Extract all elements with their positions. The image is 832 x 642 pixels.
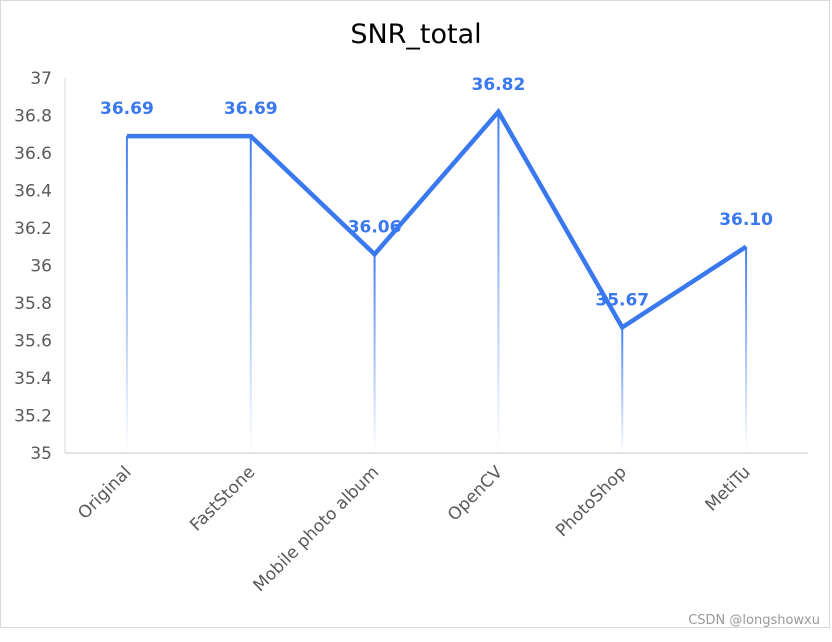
data-label: 36.69 <box>100 99 154 119</box>
data-label: 36.06 <box>348 217 402 237</box>
y-tick-label: 36.2 <box>14 219 52 239</box>
drop-lines <box>125 111 748 453</box>
drop-line <box>373 254 376 453</box>
x-tick-label: OpenCV <box>444 462 507 525</box>
watermark: CSDN @longshowxu <box>688 613 820 628</box>
y-tick-label: 37 <box>30 69 52 89</box>
data-label: 36.10 <box>719 210 773 230</box>
y-tick-label: 36.6 <box>14 144 52 164</box>
y-tick-label: 35.8 <box>14 294 52 314</box>
y-tick-label: 36.4 <box>14 182 52 202</box>
series-line-group <box>126 107 748 331</box>
drop-line <box>497 111 500 453</box>
chart-frame <box>0 0 830 628</box>
drop-line <box>249 136 252 453</box>
x-tick-label: Mobile photo album <box>250 462 384 596</box>
y-tick-label: 35 <box>30 444 52 464</box>
series-line <box>126 107 748 331</box>
y-axis: 35 35.2 35.4 35.6 35.8 36 36.2 36.4 36.6 36.8 37 <box>14 69 66 464</box>
data-label: 36.82 <box>472 75 526 95</box>
drop-line <box>745 246 748 453</box>
y-tick-label: 36 <box>30 257 52 277</box>
y-tick-label: 36.8 <box>14 107 52 127</box>
line-chart: SNR_total 35 35.2 35.4 35.6 35.8 36 36.2 36.4 36… <box>14 19 808 596</box>
data-labels: 36.69 36.69 36.06 36.82 35.67 36.10 <box>100 75 773 311</box>
chart-title: SNR_total <box>350 19 481 50</box>
y-tick-label: 35.4 <box>14 369 52 389</box>
drop-line <box>621 327 624 453</box>
y-tick-label: 35.6 <box>14 332 52 352</box>
x-tick-label: MetiTu <box>702 462 755 515</box>
drop-line <box>125 136 128 453</box>
y-tick-label: 35.2 <box>14 407 52 427</box>
x-tick-label: PhotoShop <box>552 462 631 541</box>
x-tick-label: Original <box>74 462 135 523</box>
data-label: 36.69 <box>224 99 278 119</box>
data-label: 35.67 <box>595 290 649 310</box>
x-tick-label: FastStone <box>186 462 259 535</box>
